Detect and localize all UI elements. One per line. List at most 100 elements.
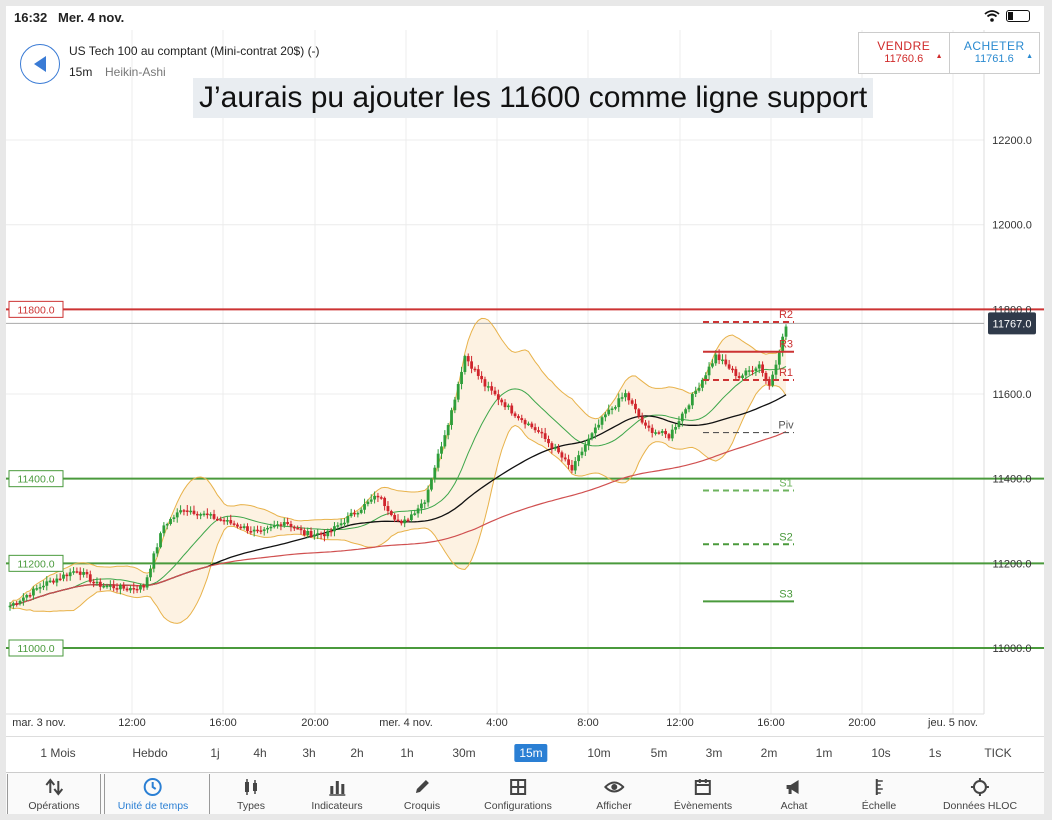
timeframe-option-1-mois[interactable]: 1 Mois [40,746,76,760]
candle [212,514,216,519]
candle [530,423,534,428]
candle [232,523,236,525]
timeframe-option-4h[interactable]: 4h [253,746,267,760]
timeframe-option-1h[interactable]: 1h [400,746,414,760]
candle [490,386,494,391]
timeframe-option-30m[interactable]: 30m [452,746,476,760]
candle [500,399,504,403]
candle [697,387,701,391]
candle [209,514,213,516]
x-tick-label: 20:00 [301,717,329,729]
candle [175,512,179,518]
price-chart[interactable]: R3 R2 R1 Piv S1 S2 S3 12200.0 12000.0 11800.0 1160… [6,6,1044,730]
candle [162,525,166,534]
toolbar-label: Types [236,799,266,812]
timeframe-option-tick[interactable]: TICK [984,746,1012,760]
timeframe-option-3h[interactable]: 3h [302,746,316,760]
toolbar-scale-button[interactable]: Échelle [862,773,896,814]
candle [727,364,731,369]
bollinger-upper-line [9,317,787,605]
candle [433,467,437,480]
timeframe-option-1s[interactable]: 1s [928,746,942,760]
timeframe-option-2m[interactable]: 2m [760,746,778,760]
toolbar-clock-button[interactable]: Unité de temps [118,773,188,814]
timeframe-option-15m[interactable]: 15m [514,744,548,762]
candle [664,431,667,435]
candle [312,534,316,537]
candle [777,352,781,365]
annotation-caption: J’aurais pu ajouter les 11600 comme lign… [193,78,874,118]
timeframe-option-10m[interactable]: 10m [587,746,611,760]
sell-triangle-icon: ▲ [935,53,943,60]
active-tool-outline-left [7,774,101,814]
candle [483,379,487,387]
candle [744,370,748,376]
candle [85,572,89,575]
candle [711,363,714,367]
candle [65,574,69,577]
candle [476,369,480,376]
candle [82,572,85,575]
candle [323,534,326,537]
candle [620,397,624,399]
candle [199,514,203,516]
candle [172,517,176,519]
toolbar-crosshair-button[interactable]: Données HLOC [943,773,1017,814]
candle [493,390,497,395]
toolbar-megaphone-button[interactable]: Achat [780,773,808,814]
candle [356,512,360,515]
toolbar-bar-chart-button[interactable]: Indicateurs [311,773,363,814]
candle [262,529,266,531]
candle [560,452,564,458]
candle [396,519,400,522]
candle [389,511,393,516]
candle [610,408,614,410]
candle [336,525,340,527]
candle [724,359,728,365]
candle [607,409,611,415]
candle [399,520,403,524]
toolbar-label: Achat [780,799,808,812]
pivot-label-s1: S1 [779,478,792,490]
sell-button[interactable]: VENDRE 11760.6 ▲ [859,33,950,73]
timeframe-option-3m[interactable]: 3m [705,746,723,760]
candle [149,568,152,578]
calendar-icon [695,778,711,795]
x-tick-label: 8:00 [577,717,598,729]
x-tick-label: jeu. 5 nov. [927,717,978,729]
candle [523,420,527,425]
timeframe-option-1j[interactable]: 1j [210,746,220,760]
active-tool-outline [104,774,210,814]
candle [420,503,423,509]
candle [259,530,263,532]
back-button[interactable] [20,44,60,84]
candle [741,375,744,379]
candle [684,409,688,414]
candle [302,530,306,536]
timeframe-option-10s[interactable]: 10s [871,746,891,760]
instrument-name: US Tech 100 au comptant (Mini-contrat 20… [69,44,320,58]
candle [366,501,370,505]
toolbar-candles-button[interactable]: Types [237,773,265,814]
candle [644,422,647,426]
toolbar-updown-arrows-button[interactable]: Opérations [28,773,80,814]
candle [75,571,79,573]
candle [192,510,196,514]
candle [503,402,507,408]
timeframe-option-1m[interactable]: 1m [815,746,833,760]
y-tick-label: 11400.0 [993,474,1032,486]
candle [537,430,540,432]
candle [704,375,708,380]
pivot-label-s2: S2 [779,531,792,543]
buy-button[interactable]: ACHETER 11761.6 ▲ [950,33,1040,73]
candle [135,588,139,591]
timeframe-option-hebdo[interactable]: Hebdo [132,746,168,760]
timeframe-option-2h[interactable]: 2h [350,746,364,760]
candle [289,523,293,527]
toolbar-layout-button[interactable]: Configurations [484,773,552,814]
candle [406,519,410,522]
toolbar-pencil-button[interactable]: Croquis [404,773,440,814]
timeframe-option-5m[interactable]: 5m [650,746,668,760]
toolbar-eye-button[interactable]: Afficher [596,773,632,814]
toolbar-calendar-button[interactable]: Évènements [674,773,732,814]
